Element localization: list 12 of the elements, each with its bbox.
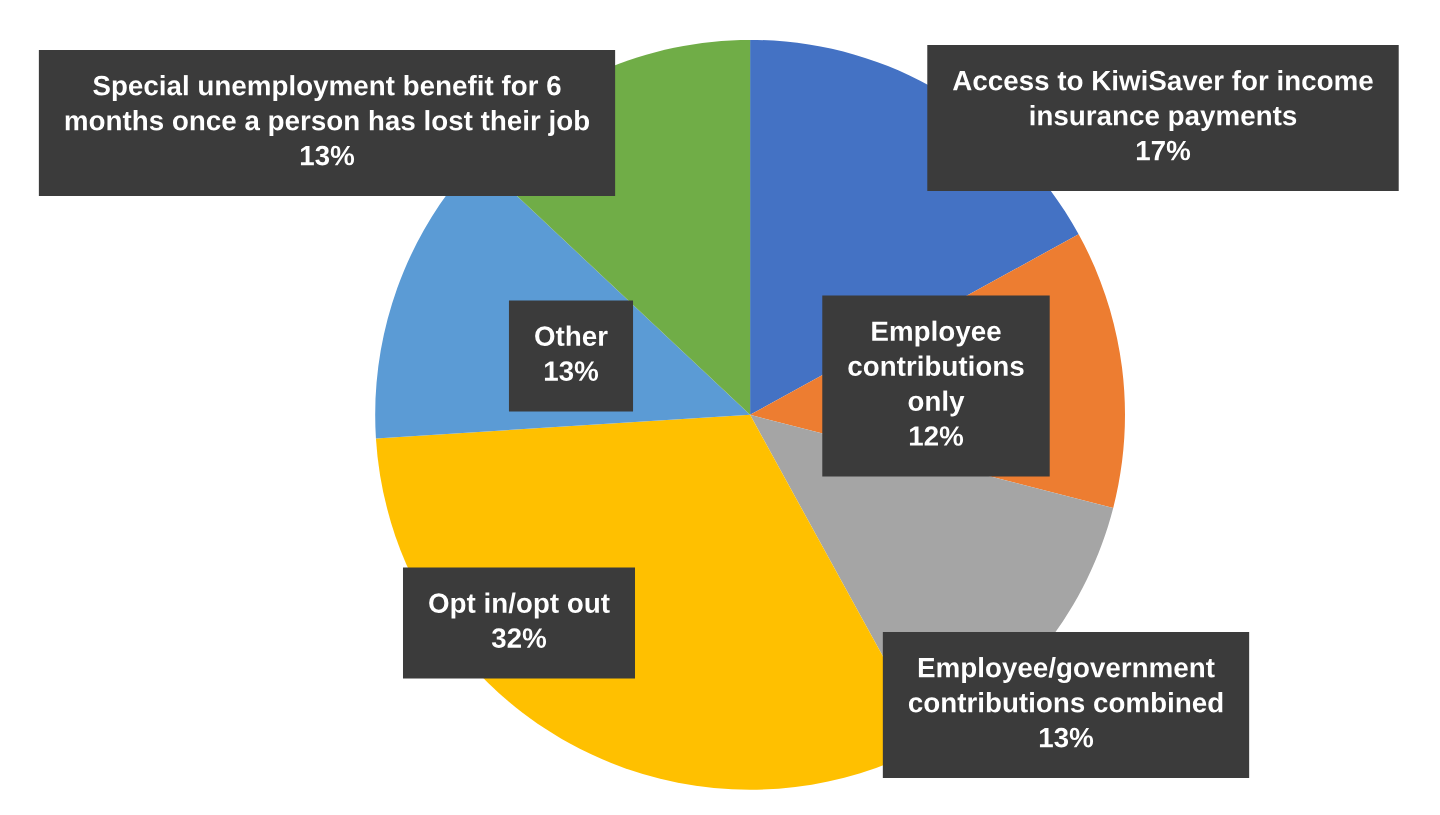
slice-label: Opt in/opt out [429, 592, 610, 619]
slice-label: Employee contributions only [848, 320, 1024, 417]
data-label: 13% [300, 145, 355, 166]
slice-label: Employee/government contributions combined [908, 657, 1223, 713]
slice-label: Special unemployment benefit for 6 months once a person has lost their job [65, 75, 590, 136]
slice-label: Other [535, 325, 608, 346]
data-label: 13% [1039, 727, 1094, 748]
data-label: 12% [909, 426, 964, 446]
data-label: 13% [544, 361, 599, 381]
slice-label: Access to KiwiSaver for income insurance payments [952, 70, 1373, 131]
data-label: 32% [491, 628, 547, 648]
data-label: 17% [1136, 140, 1191, 161]
